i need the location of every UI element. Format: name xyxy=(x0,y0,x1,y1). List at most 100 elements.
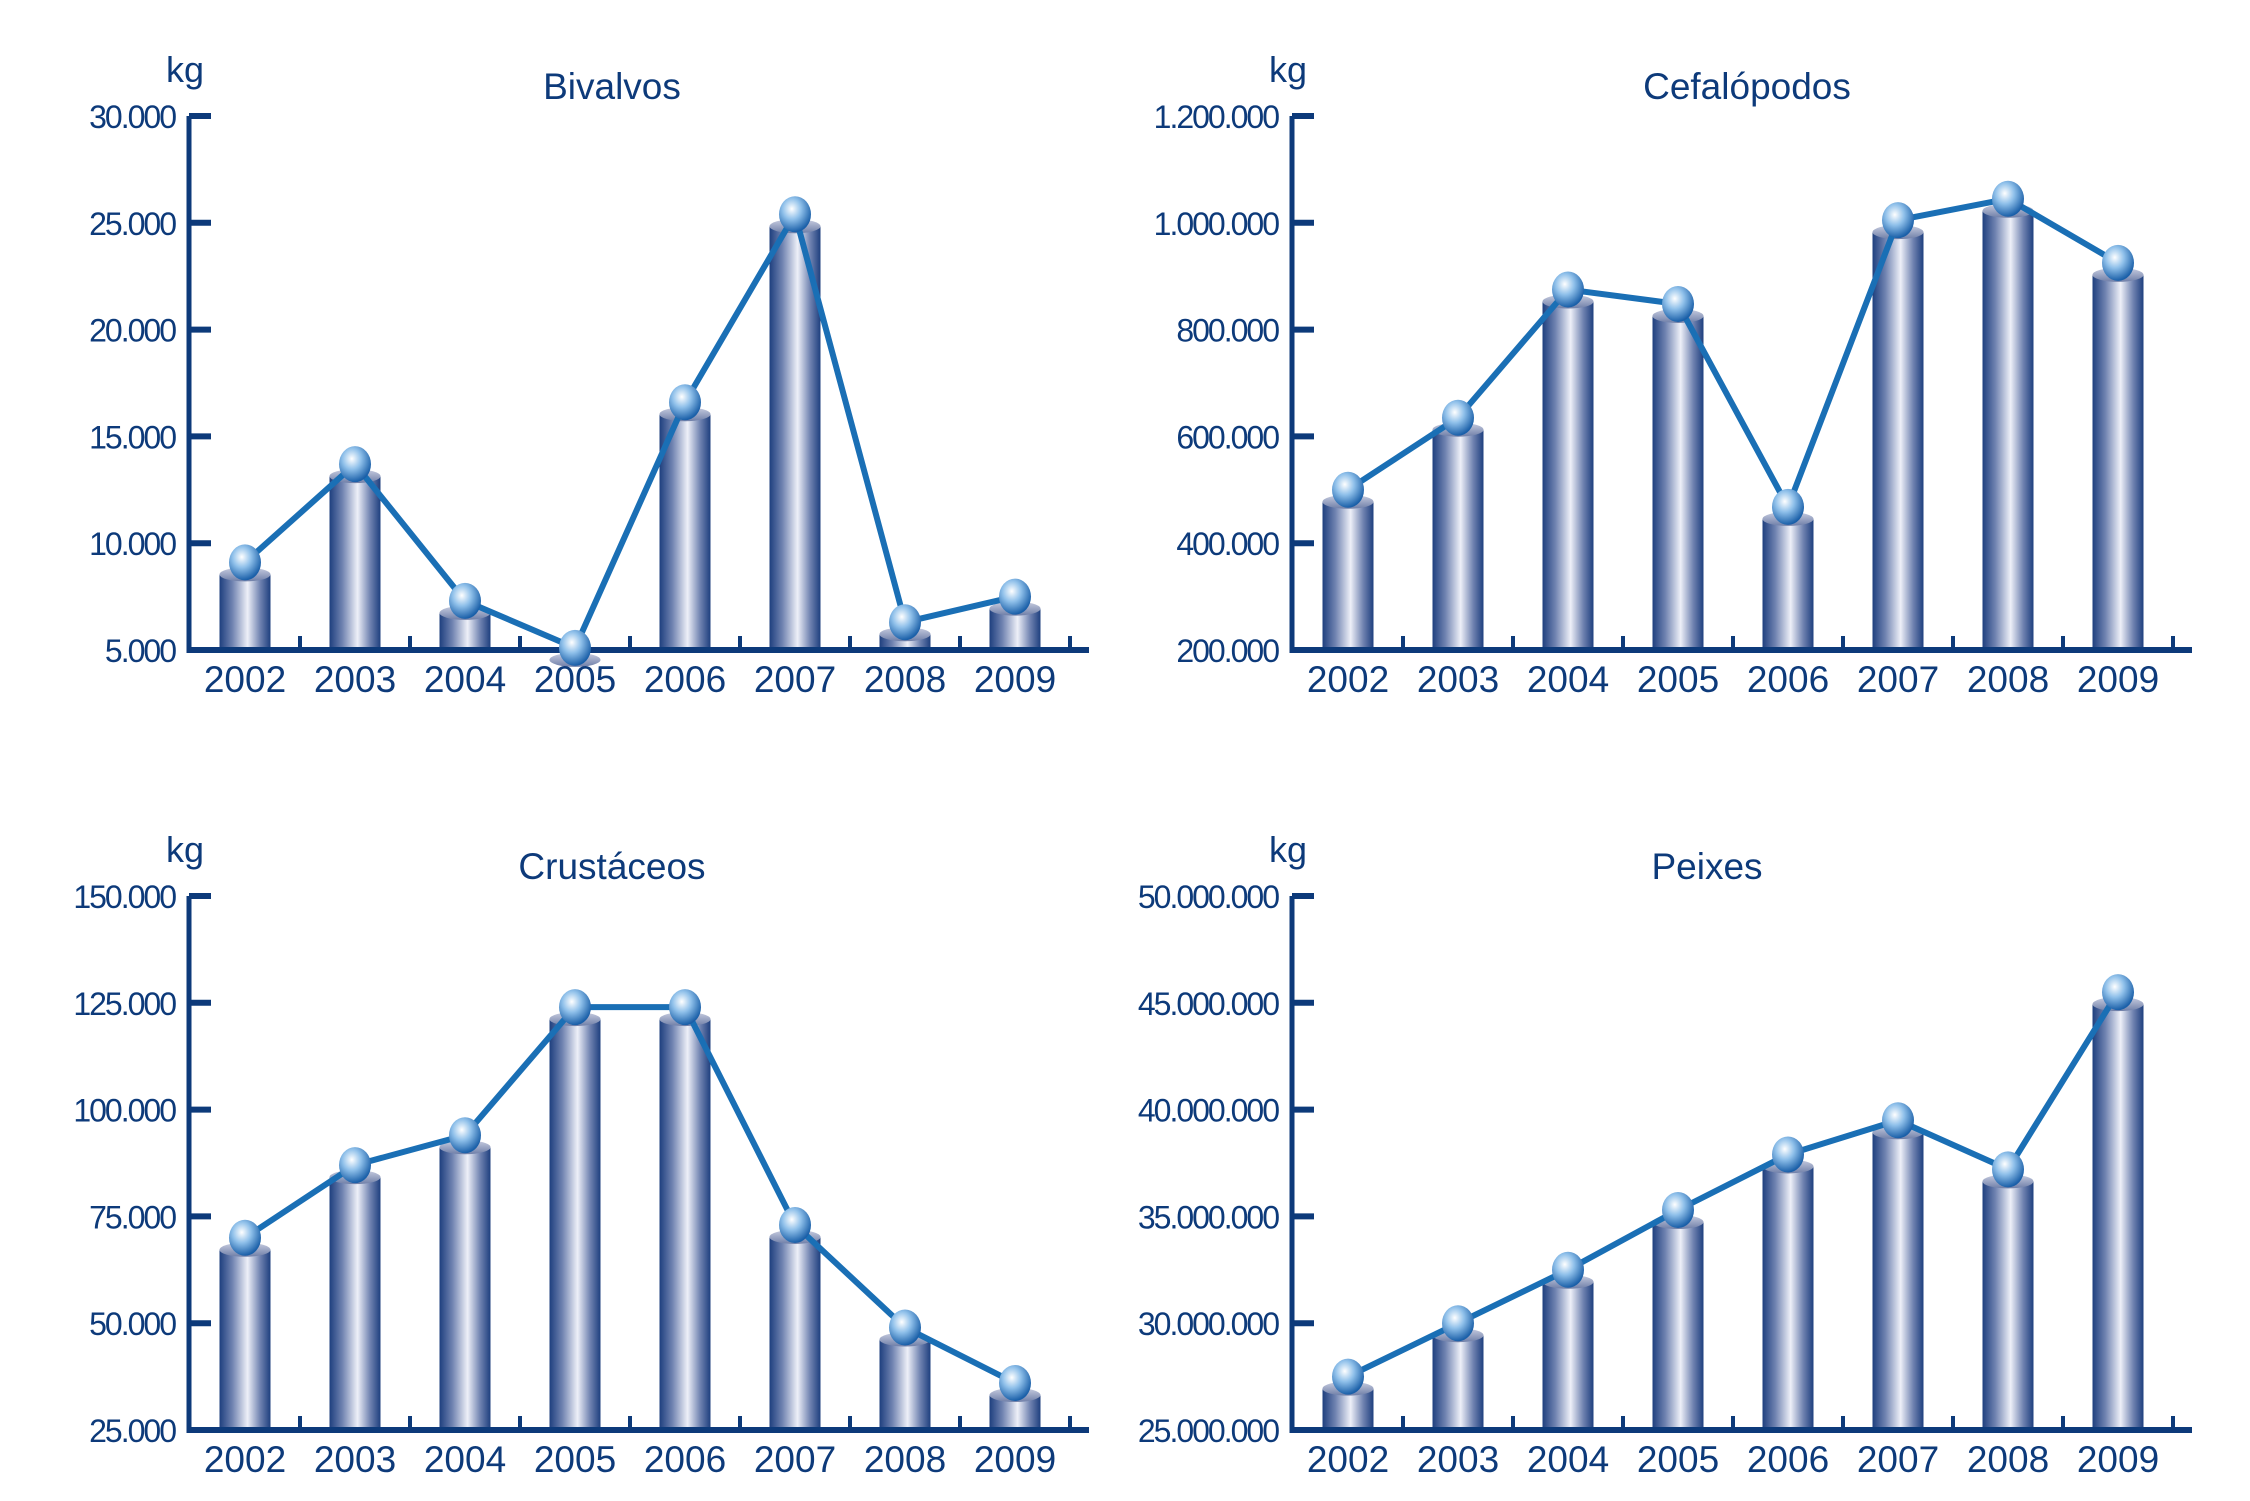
bar-2006 xyxy=(659,414,711,650)
x-tick-label: 2007 xyxy=(1857,659,1939,700)
data-point-2003 xyxy=(1442,399,1474,436)
data-point-2008 xyxy=(1992,180,2024,217)
x-tick-label: 2003 xyxy=(1417,659,1499,700)
x-tick-label: 2008 xyxy=(864,1439,946,1480)
x-tick-label: 2006 xyxy=(1747,659,1829,700)
bar-2004 xyxy=(439,1147,491,1430)
series-line xyxy=(1346,195,2120,510)
x-tick-label: 2006 xyxy=(1747,1439,1829,1480)
chart-title: Cefalópodos xyxy=(1643,66,1851,107)
series-line xyxy=(243,211,1016,651)
data-point-2006 xyxy=(1772,1136,1804,1173)
data-point-2005 xyxy=(1662,1191,1694,1228)
y-axis-unit: kg xyxy=(166,49,204,90)
x-tick-label: 2005 xyxy=(1637,659,1719,700)
data-point-2004 xyxy=(1552,271,1584,308)
bar-2006 xyxy=(659,1019,711,1430)
x-tick-label: 2003 xyxy=(314,1439,396,1480)
data-point-2009 xyxy=(2102,244,2134,281)
y-tick-label: 40.000.000 xyxy=(1138,1093,1279,1129)
x-tick-label: 2002 xyxy=(1307,659,1389,700)
y-tick-label: 150.000 xyxy=(73,879,176,915)
bar-2006 xyxy=(1762,1166,1814,1430)
x-tick-label: 2005 xyxy=(1637,1439,1719,1480)
bar-2005 xyxy=(549,1019,601,1430)
x-tick-label: 2008 xyxy=(1967,1439,2049,1480)
bar-2003 xyxy=(1432,1335,1484,1430)
data-point-2003 xyxy=(339,446,371,483)
data-point-2004 xyxy=(1552,1251,1584,1288)
y-tick-label: 30.000 xyxy=(89,99,176,135)
bar-2004 xyxy=(1542,1281,1594,1430)
y-tick-label: 25.000 xyxy=(89,1413,176,1449)
x-tick-label: 2003 xyxy=(1417,1439,1499,1480)
bar-2007 xyxy=(1872,232,1924,650)
y-tick-label: 1.200.000 xyxy=(1154,99,1280,135)
chart-title: Bivalvos xyxy=(543,66,681,107)
series-line xyxy=(1346,990,2121,1380)
data-point-2005 xyxy=(1662,285,1694,322)
data-point-2006 xyxy=(669,384,701,421)
x-tick-label: 2008 xyxy=(864,659,946,700)
y-tick-label: 50.000 xyxy=(89,1306,176,1342)
data-point-2002 xyxy=(1332,471,1364,508)
y-tick-label: 15.000 xyxy=(89,419,176,455)
bar-2005 xyxy=(1652,315,1704,650)
y-axis-unit: kg xyxy=(166,829,204,870)
x-tick-label: 2003 xyxy=(314,659,396,700)
bar-2002 xyxy=(219,1249,271,1430)
y-tick-label: 10.000 xyxy=(89,526,176,562)
x-tick-label: 2007 xyxy=(754,659,836,700)
bar-2002 xyxy=(219,574,271,650)
data-point-2008 xyxy=(1992,1151,2024,1188)
x-tick-label: 2009 xyxy=(974,1439,1056,1480)
x-tick-label: 2004 xyxy=(1527,1439,1609,1480)
chart-panel-peixes: Peixes kg 25.000.000 30.000.000 35.000.000 40… xyxy=(1138,829,2192,1480)
data-point-2002 xyxy=(229,1219,261,1256)
x-tick-label: 2009 xyxy=(974,659,1056,700)
y-tick-label: 400.000 xyxy=(1176,526,1279,562)
data-point-2003 xyxy=(1442,1305,1474,1342)
data-point-2008 xyxy=(889,1309,921,1346)
x-tick-label: 2004 xyxy=(424,659,506,700)
y-tick-label: 25.000.000 xyxy=(1138,1413,1279,1449)
bar-2009 xyxy=(2092,1004,2144,1430)
x-tick-label: 2007 xyxy=(754,1439,836,1480)
data-point-2008 xyxy=(889,604,921,641)
chart-panel-crustáceos: Crustáceos kg 25.000 50.000 75.000 100.000 125… xyxy=(73,829,1089,1480)
chart-panel-bivalvos: Bivalvos kg 5.000 10.000 15.000 20.000 25.000 3… xyxy=(89,49,1089,700)
x-tick-label: 2009 xyxy=(2077,659,2159,700)
data-point-2004 xyxy=(449,1117,481,1154)
y-tick-label: 100.000 xyxy=(73,1093,176,1129)
series-line xyxy=(243,1004,1017,1386)
y-tick-label: 45.000.000 xyxy=(1138,986,1279,1022)
y-tick-label: 5.000 xyxy=(105,633,176,669)
y-tick-label: 75.000 xyxy=(89,1199,176,1235)
bar-2003 xyxy=(1432,429,1484,650)
y-tick-label: 1.000.000 xyxy=(1154,206,1280,242)
data-point-2007 xyxy=(1882,1102,1914,1139)
bar-2003 xyxy=(329,476,381,650)
x-tick-label: 2002 xyxy=(1307,1439,1389,1480)
bar-2009 xyxy=(2092,274,2144,650)
bar-2008 xyxy=(1982,210,2034,650)
bar-2003 xyxy=(329,1177,381,1430)
chart-title: Peixes xyxy=(1651,846,1762,887)
x-tick-label: 2002 xyxy=(204,659,286,700)
y-axis-unit: kg xyxy=(1269,49,1307,90)
data-point-2003 xyxy=(339,1147,371,1184)
data-point-2006 xyxy=(669,989,701,1026)
y-tick-label: 600.000 xyxy=(1176,419,1279,455)
y-tick-label: 30.000.000 xyxy=(1138,1306,1279,1342)
chart-title: Crustáceos xyxy=(518,846,705,887)
data-point-2007 xyxy=(1882,202,1914,239)
y-tick-label: 35.000.000 xyxy=(1138,1199,1279,1235)
bar-2004 xyxy=(1542,301,1594,650)
x-tick-label: 2007 xyxy=(1857,1439,1939,1480)
data-point-2009 xyxy=(999,578,1031,615)
data-point-2002 xyxy=(229,544,261,581)
x-tick-label: 2008 xyxy=(1967,659,2049,700)
x-tick-label: 2004 xyxy=(424,1439,506,1480)
bar-2007 xyxy=(769,226,821,651)
